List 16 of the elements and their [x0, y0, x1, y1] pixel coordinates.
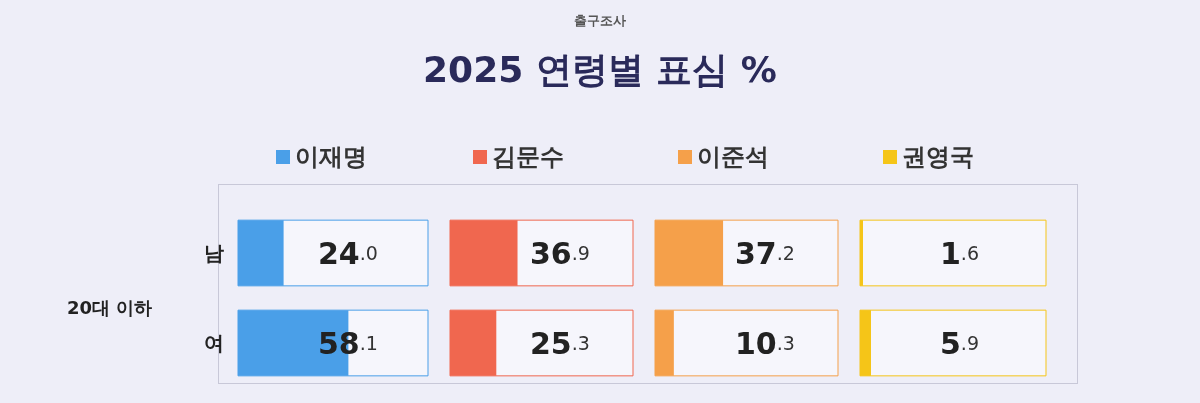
legend-label: 권영국 — [902, 143, 974, 171]
y-tick-label: 여 — [204, 331, 224, 355]
data-label: 10.3 — [735, 325, 795, 361]
text: 2025 연령별 표심 % — [423, 48, 777, 90]
data-label: 24.0 — [318, 235, 378, 271]
legend-label: 이준석 — [697, 143, 769, 171]
text: 출구조사 — [574, 13, 626, 28]
y-tick-label: 남 — [204, 241, 224, 265]
legend-label: 김문수 — [492, 143, 564, 171]
data-label: 1.6 — [940, 235, 980, 271]
legend-label: 이재명 — [295, 143, 367, 171]
data-label: 36.9 — [530, 235, 590, 271]
data-label: 25.3 — [530, 325, 590, 361]
y-axis-title: 20대 이하 — [67, 296, 153, 318]
data-label: 37.2 — [735, 235, 795, 271]
data-label: 5.9 — [940, 325, 980, 361]
